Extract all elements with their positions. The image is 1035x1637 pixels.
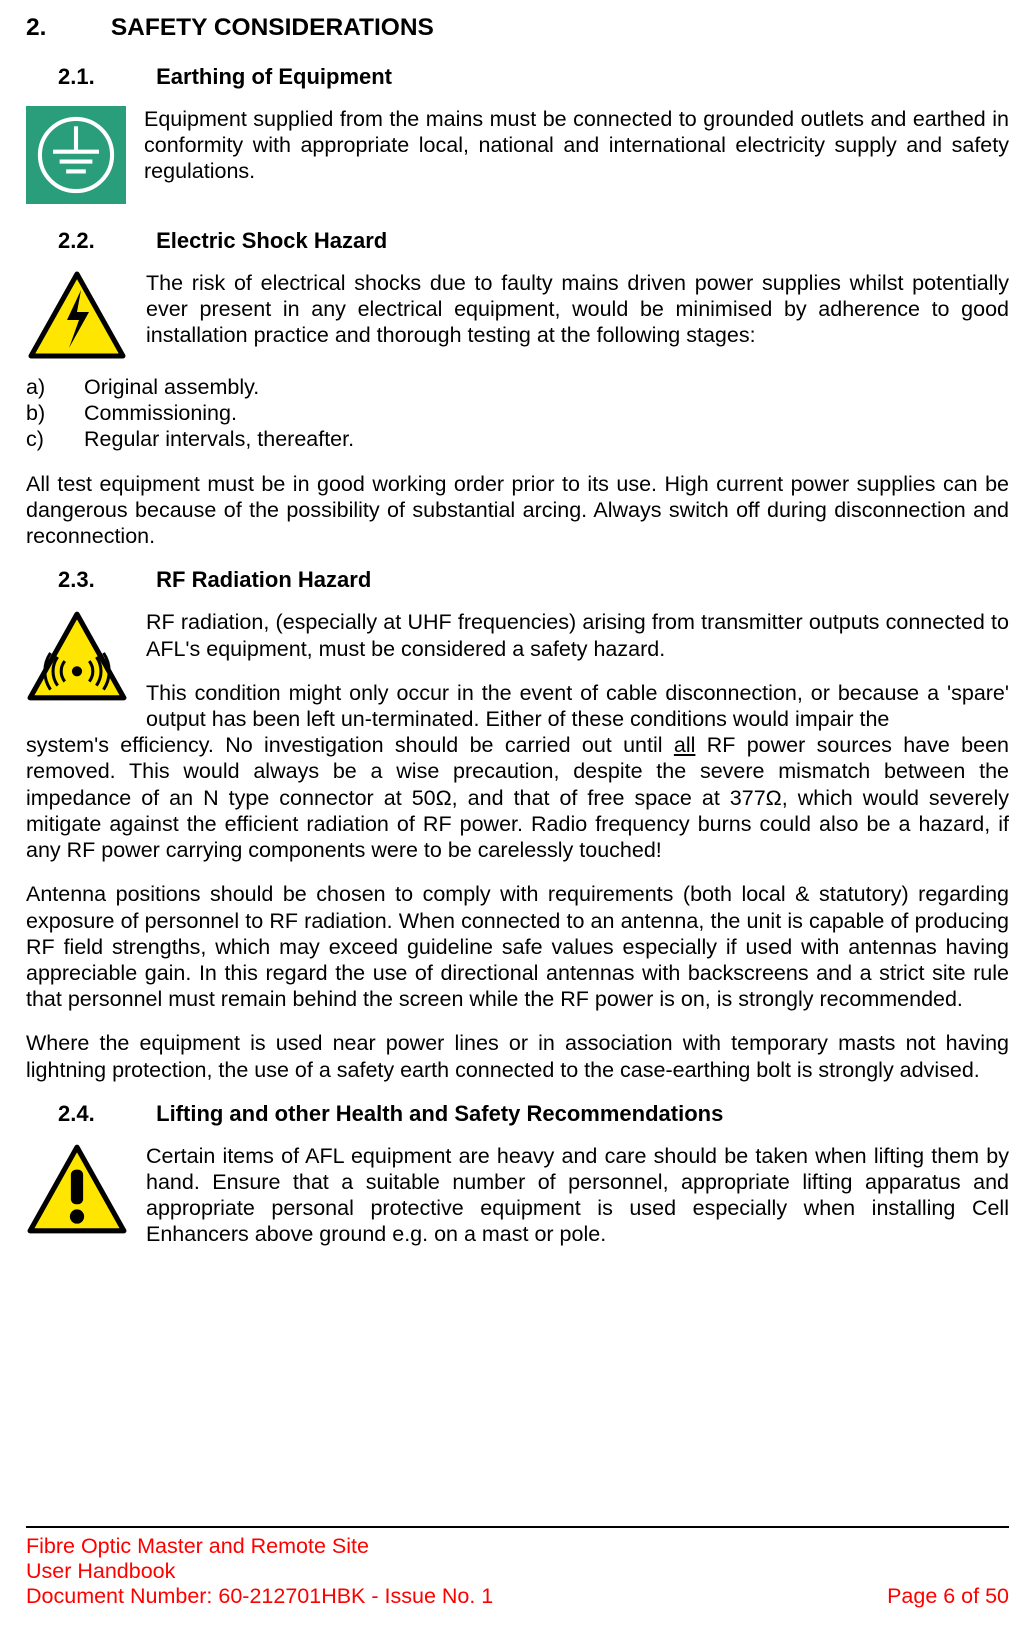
- list-item-a: a) Original assembly.: [26, 374, 1009, 400]
- list-text: Original assembly.: [84, 374, 259, 400]
- list-text: Regular intervals, thereafter.: [84, 426, 354, 452]
- list-2-2: a) Original assembly. b) Commissioning. …: [26, 374, 1009, 453]
- h2-number: 2.4.: [58, 1101, 150, 1127]
- underlined-all: all: [674, 733, 696, 757]
- footer-page-number: Page 6 of 50: [887, 1584, 1009, 1609]
- para-2-1: Equipment supplied from the mains must b…: [144, 106, 1009, 185]
- section-2-4-body: Certain items of AFL equipment are heavy…: [26, 1143, 1009, 1248]
- list-marker: b): [26, 400, 84, 426]
- footer-line-2: User Handbook: [26, 1559, 1009, 1584]
- para-2-3-2b: system's efficiency. No investigation sh…: [26, 732, 1009, 863]
- h2-title: RF Radiation Hazard: [156, 567, 371, 592]
- footer-line-3: Document Number: 60-212701HBK - Issue No…: [26, 1584, 1009, 1609]
- list-marker: a): [26, 374, 84, 400]
- page-footer: Fibre Optic Master and Remote Site User …: [26, 1520, 1009, 1609]
- caution-icon: [26, 1143, 128, 1235]
- heading-2-4: 2.4. Lifting and other Health and Safety…: [58, 1101, 1009, 1127]
- list-text: Commissioning.: [84, 400, 237, 426]
- list-item-c: c) Regular intervals, thereafter.: [26, 426, 1009, 452]
- h2-title: Earthing of Equipment: [156, 64, 392, 89]
- h2-number: 2.3.: [58, 567, 150, 593]
- footer-doc-number: Document Number: 60-212701HBK - Issue No…: [26, 1584, 493, 1609]
- heading-2-3: 2.3. RF Radiation Hazard: [58, 567, 1009, 593]
- heading-2-1: 2.1. Earthing of Equipment: [58, 64, 1009, 90]
- footer-line-1: Fibre Optic Master and Remote Site: [26, 1534, 1009, 1559]
- para-2-3-1: RF radiation, (especially at UHF frequen…: [146, 609, 1009, 661]
- heading-1: 2. SAFETY CONSIDERATIONS: [26, 14, 1009, 42]
- rf-hazard-icon: [26, 609, 128, 703]
- list-marker: c): [26, 426, 84, 452]
- heading-2-2: 2.2. Electric Shock Hazard: [58, 228, 1009, 254]
- h2-number: 2.2.: [58, 228, 150, 254]
- h1-title: SAFETY CONSIDERATIONS: [111, 14, 434, 41]
- document-body: 2. SAFETY CONSIDERATIONS 2.1. Earthing o…: [26, 14, 1009, 1504]
- h2-number: 2.1.: [58, 64, 150, 90]
- para-2-2-intro: The risk of electrical shocks due to fau…: [146, 270, 1009, 349]
- h1-number: 2.: [26, 14, 104, 42]
- list-item-b: b) Commissioning.: [26, 400, 1009, 426]
- section-2-3-intro: RF radiation, (especially at UHF frequen…: [26, 609, 1009, 732]
- h2-title: Electric Shock Hazard: [156, 228, 387, 253]
- h2-title: Lifting and other Health and Safety Reco…: [156, 1101, 723, 1126]
- section-2-1-body: Equipment supplied from the mains must b…: [26, 106, 1009, 204]
- earth-icon: [26, 106, 126, 204]
- para-2-3-2a: This condition might only occur in the e…: [146, 680, 1009, 732]
- shock-hazard-icon: [26, 270, 128, 360]
- para-2-3-2b-pre: system's efficiency. No investigation sh…: [26, 733, 674, 757]
- para-2-2-note: All test equipment must be in good worki…: [26, 471, 1009, 550]
- para-2-3-3: Antenna positions should be chosen to co…: [26, 881, 1009, 1012]
- para-2-4: Certain items of AFL equipment are heavy…: [146, 1143, 1009, 1248]
- section-2-2-intro: The risk of electrical shocks due to fau…: [26, 270, 1009, 360]
- para-2-3-4: Where the equipment is used near power l…: [26, 1030, 1009, 1082]
- footer-rule: [26, 1526, 1009, 1528]
